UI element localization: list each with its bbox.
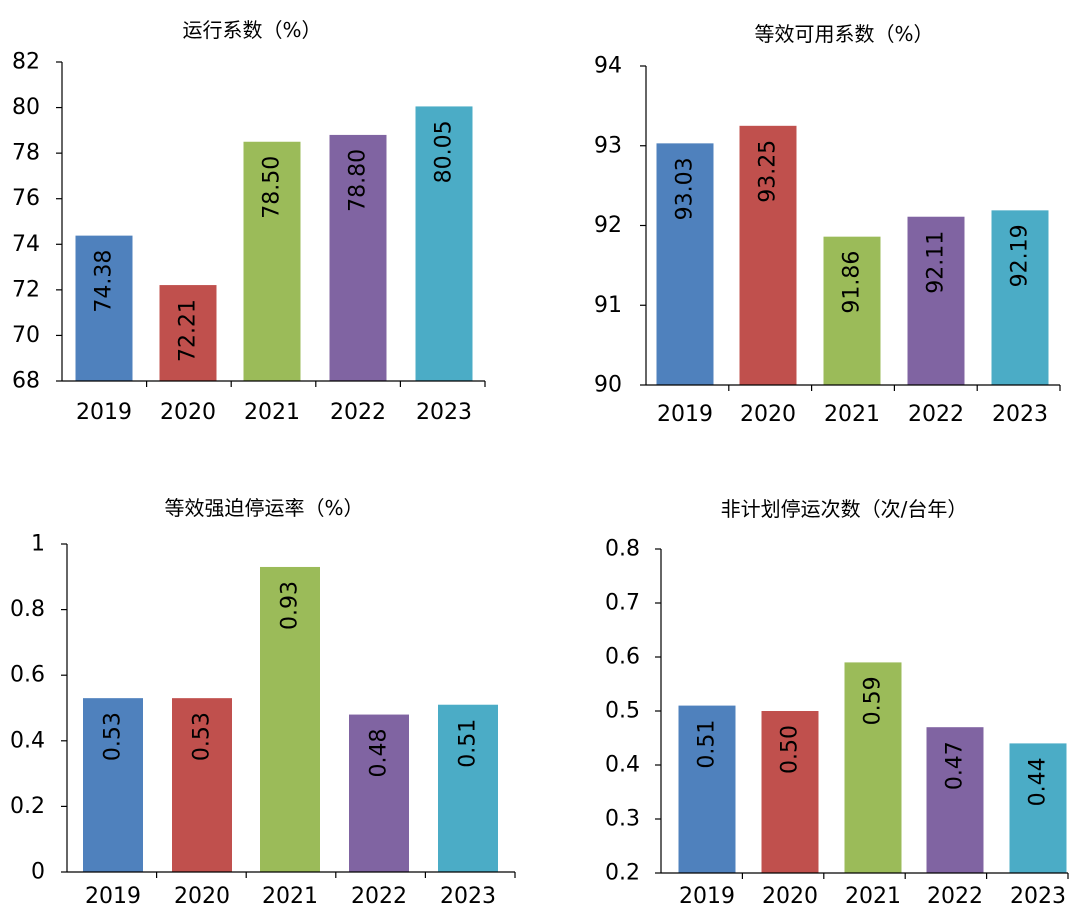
bar-2020 [172, 698, 232, 872]
x-category-label: 2019 [85, 884, 141, 909]
bar-2021 [844, 662, 902, 873]
y-tick-label: 0.5 [605, 699, 640, 724]
bar-2019 [75, 235, 133, 381]
bar-value-label: 72.21 [176, 299, 201, 362]
x-category-label: 2022 [351, 884, 407, 909]
x-category-label: 2022 [927, 884, 983, 909]
bar-2020 [761, 711, 819, 873]
chart-title: 等效强迫停运率（%） [164, 496, 363, 520]
bar-2020 [159, 285, 217, 381]
y-tick-label: 93 [594, 133, 622, 158]
x-category-label: 2022 [330, 400, 386, 425]
x-category-label: 2023 [440, 884, 496, 909]
chart-2: 等效可用系数（%） 93.03 93.25 91.86 92.11 92.19 90 91 92… [594, 22, 1061, 427]
y-tick-label: 72 [12, 277, 40, 302]
y-tick-label: 0.8 [605, 537, 640, 562]
bar-value-label: 0.53 [101, 712, 126, 761]
x-category-label: 2019 [679, 884, 735, 909]
bar-value-label: 93.25 [756, 140, 781, 203]
chart-title: 等效可用系数（%） [754, 22, 933, 46]
y-tick-label: 78 [12, 141, 40, 166]
bar-value-label: 78.50 [260, 156, 285, 219]
y-tick-label: 68 [12, 369, 40, 394]
bar-value-label: 0.51 [456, 719, 481, 768]
bar-2022 [349, 714, 409, 872]
y-tick-label: 70 [12, 323, 40, 348]
bar-2023 [438, 704, 498, 872]
bar-2021 [823, 236, 881, 385]
y-tick-label: 0.3 [605, 807, 640, 832]
bar-value-label: 0.47 [943, 741, 968, 790]
y-tick-label: 82 [12, 50, 40, 75]
y-tick-label: 91 [594, 293, 622, 318]
y-tick-label: 0.6 [605, 645, 640, 670]
y-tick-label: 94 [594, 54, 622, 79]
x-category-label: 2019 [76, 400, 132, 425]
bar-2021 [260, 566, 320, 872]
y-tick-label: 0.4 [10, 728, 45, 753]
chart-title: 非计划停运次数（次/台年） [721, 497, 968, 521]
chart-title: 运行系数（%） [182, 18, 321, 42]
bar-value-label: 92.19 [1008, 224, 1033, 287]
bar-2023 [415, 106, 473, 382]
y-tick-label: 0.8 [10, 597, 45, 622]
bar-value-label: 0.44 [1026, 757, 1051, 806]
bar-value-label: 74.38 [92, 250, 117, 313]
bar-2019 [678, 705, 736, 873]
x-category-label: 2022 [908, 402, 964, 427]
y-tick-label: 74 [12, 232, 40, 257]
chart-3: 等效强迫停运率（%） 0.53 0.53 0.93 0.48 0.51 0 0.2 0.4 0.6… [10, 496, 516, 909]
y-tick-label: 0.2 [605, 861, 640, 886]
bar-value-label: 0.53 [190, 712, 215, 761]
bar-value-label: 0.51 [695, 720, 720, 769]
chart-4: 非计划停运次数（次/台年） 0.51 0.50 0.59 0.47 0.44 0.2 0.3 0… [605, 497, 1069, 909]
bar-2023 [991, 210, 1049, 385]
y-tick-label: 0.4 [605, 753, 640, 778]
y-tick-label: 0 [31, 860, 45, 885]
y-tick-label: 80 [12, 95, 40, 120]
y-tick-label: 76 [12, 186, 40, 211]
y-tick-label: 90 [594, 373, 622, 398]
bar-value-label: 80.05 [432, 120, 457, 183]
bar-2022 [329, 134, 387, 381]
y-tick-label: 0.7 [605, 591, 640, 616]
bar-value-label: 0.50 [778, 725, 803, 774]
bar-value-label: 0.59 [861, 676, 886, 725]
bar-2022 [926, 727, 984, 873]
x-category-label: 2019 [657, 402, 713, 427]
y-tick-label: 0.6 [10, 663, 45, 688]
y-tick-label: 1 [31, 532, 45, 557]
x-category-label: 2023 [992, 402, 1048, 427]
chart-1: 运行系数（%） 74.38 72.21 78.50 78.80 80.05 68 70 72 74… [12, 18, 486, 425]
x-category-label: 2021 [244, 400, 300, 425]
bar-value-label: 0.48 [367, 729, 392, 778]
bar-2023 [1009, 743, 1067, 873]
x-category-label: 2020 [174, 884, 230, 909]
x-category-label: 2020 [762, 884, 818, 909]
x-category-label: 2021 [845, 884, 901, 909]
bar-value-label: 92.11 [924, 231, 949, 294]
bar-2021 [243, 141, 301, 381]
x-category-label: 2023 [1010, 884, 1066, 909]
bar-2020 [739, 125, 797, 385]
y-tick-label: 0.2 [10, 794, 45, 819]
y-tick-label: 92 [594, 213, 622, 238]
x-category-label: 2020 [160, 400, 216, 425]
x-category-label: 2020 [740, 402, 796, 427]
x-category-label: 2021 [262, 884, 318, 909]
bar-2019 [83, 698, 143, 872]
bar-value-label: 91.86 [840, 251, 865, 314]
bar-2019 [656, 143, 714, 385]
bar-2022 [907, 216, 965, 385]
bar-value-label: 78.80 [346, 149, 371, 212]
x-category-label: 2021 [824, 402, 880, 427]
bar-value-label: 0.93 [278, 581, 303, 630]
bar-value-label: 93.03 [673, 157, 698, 220]
x-category-label: 2023 [416, 400, 472, 425]
